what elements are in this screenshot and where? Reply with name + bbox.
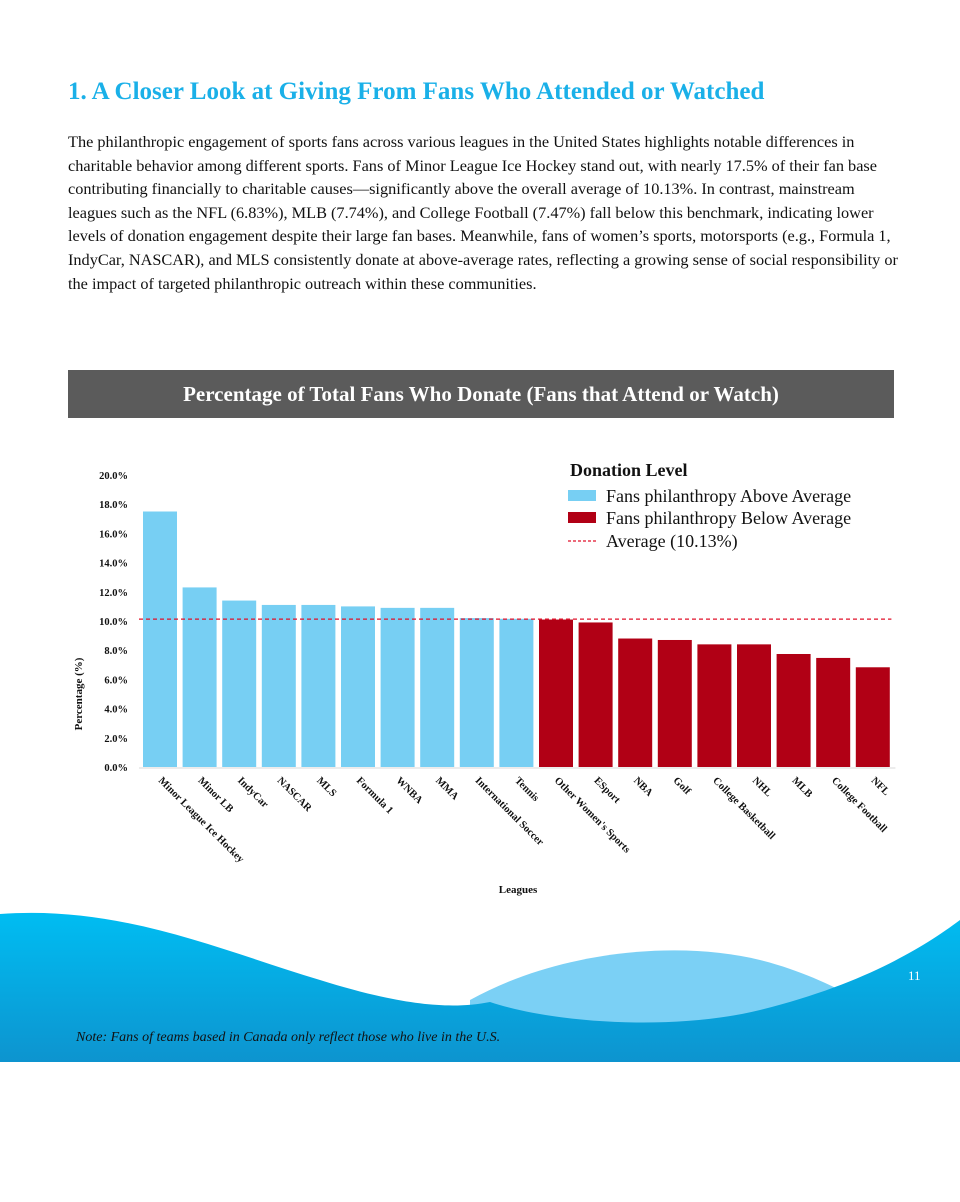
bar-mlb	[776, 653, 811, 767]
x-tick-label: Other Women's Sports	[552, 775, 632, 855]
section-title: 1. A Closer Look at Giving From Fans Who…	[68, 78, 765, 105]
x-tick-label: Minor League Ice Hockey	[156, 775, 246, 865]
legend-entry-above: Fans philanthropy Above Average	[606, 486, 851, 506]
y-tick-label: 20.0%	[99, 471, 128, 482]
footer-wave	[0, 912, 960, 1062]
y-tick-label: 0.0%	[104, 763, 128, 774]
bar-minor-league-ice-hockey	[143, 511, 177, 767]
x-tick-label: NHL	[750, 775, 774, 799]
bar-golf	[657, 639, 692, 767]
x-tick-label: NBA	[631, 775, 655, 799]
y-tick-label: 10.0%	[99, 617, 128, 628]
wave-dark	[0, 912, 960, 1062]
legend-swatch-below	[568, 512, 596, 523]
bar-esport	[578, 622, 613, 767]
bar-international-soccer	[459, 618, 494, 767]
footnote: Note: Fans of teams based in Canada only…	[76, 1030, 501, 1045]
bar-minor-lb	[182, 587, 217, 767]
y-tick-label: 16.0%	[99, 529, 128, 540]
legend-entry-average: Average (10.13%)	[606, 531, 738, 552]
x-tick-label: MLS	[314, 775, 338, 799]
x-tick-label: IndyCar	[235, 775, 270, 810]
bar-wnba	[380, 607, 415, 767]
bar-formula-1	[341, 606, 375, 767]
x-tick-label: WNBA	[393, 775, 424, 806]
x-tick-label: International Soccer	[473, 775, 546, 848]
bar-other-women-s-sports	[539, 619, 573, 767]
page-number: 11	[908, 968, 921, 983]
bar-mma	[420, 607, 455, 767]
x-tick-label: ESport	[591, 775, 622, 806]
bar-college-football	[816, 657, 851, 767]
x-tick-label: MMA	[433, 775, 460, 802]
x-axis-label: Leagues	[499, 884, 538, 896]
x-tick-label: NASCAR	[275, 775, 314, 814]
legend-title: Donation Level	[570, 460, 688, 480]
bar-tennis	[499, 618, 534, 767]
bar-chart: 0.0% 2.0% 4.0% 6.0% 8.0% 10.0% 12.0% 14.0% 16.0%…	[73, 460, 896, 896]
x-tick-label: MLB	[789, 775, 814, 800]
y-tick-label: 12.0%	[99, 588, 128, 599]
y-tick-label: 4.0%	[104, 705, 128, 716]
bar-nhl	[737, 644, 771, 767]
bar-nba	[618, 638, 653, 767]
legend-swatch-above	[568, 490, 596, 501]
x-tick-label: Minor LB	[195, 775, 235, 815]
bar-mls	[301, 604, 336, 767]
legend-entry-below: Fans philanthropy Below Average	[606, 508, 851, 528]
bar-indycar	[222, 600, 257, 767]
x-tick-label: Tennis	[512, 775, 541, 804]
x-tick-label: Golf	[671, 775, 693, 797]
y-tick-label: 2.0%	[104, 734, 128, 745]
y-tick-label: 14.0%	[99, 559, 128, 570]
y-tick-label: 18.0%	[99, 500, 128, 511]
bar-nascar	[261, 604, 296, 767]
body-paragraph: The philanthropic engagement of sports f…	[68, 132, 898, 293]
bar-nfl	[855, 667, 890, 767]
x-tick-label: NFL	[869, 775, 892, 798]
x-tick-label: Formula 1	[354, 775, 395, 816]
y-tick-label: 6.0%	[104, 675, 128, 686]
y-axis-label: Percentage (%)	[73, 657, 85, 730]
bar-college-basketball	[697, 644, 732, 767]
y-tick-label: 8.0%	[104, 646, 128, 657]
chart-title: Percentage of Total Fans Who Donate (Fan…	[68, 370, 894, 418]
